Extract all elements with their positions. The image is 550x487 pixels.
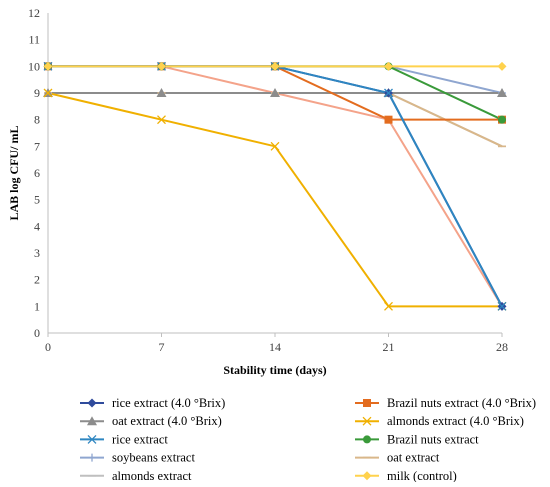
series-9-point: [157, 61, 166, 71]
y-tick-label: 10: [28, 59, 40, 73]
y-tick-label: 12: [28, 6, 40, 20]
y-tick-label: 4: [34, 219, 40, 233]
legend-swatch-marker: [362, 471, 372, 481]
legend-entry: oat extract (4.0 °Brix): [80, 414, 222, 428]
y-tick-label: 7: [34, 139, 40, 153]
series-lines: [47, 65, 503, 308]
x-tick-label: 14: [269, 340, 281, 354]
legend-swatch-marker: [87, 398, 97, 408]
legend-label: almonds extract: [112, 469, 192, 482]
series-9-point: [384, 61, 393, 71]
series-2-point: [270, 88, 280, 97]
legend-label: rice extract (4.0 °Brix): [112, 396, 225, 410]
series-3-point: [270, 141, 280, 151]
series-3-point: [43, 88, 53, 98]
series-9-point: [270, 61, 280, 71]
series-line-0: [48, 65, 503, 307]
series-1-point: [384, 115, 393, 124]
y-tick-label: 8: [34, 113, 40, 127]
legend-label: rice extract: [112, 432, 168, 446]
legend-swatch-marker: [87, 434, 97, 444]
legend-label: almonds extract (4.0 °Brix): [387, 414, 524, 428]
series-3-point: [384, 301, 393, 311]
legend-label: oat extract: [387, 451, 440, 465]
legend-entry: almonds extract: [80, 469, 192, 483]
series-line-3: [47, 92, 502, 308]
y-tick-label: 5: [34, 193, 40, 207]
legend-entry: milk (control): [355, 469, 457, 483]
legend-entry: soybeans extract: [80, 451, 195, 465]
legend-label: soybeans extract: [112, 451, 195, 465]
series-5-point: [498, 115, 506, 124]
series-9-point: [43, 61, 53, 71]
y-tick-label: 1: [34, 299, 40, 313]
x-tick-label: 0: [45, 340, 51, 354]
legend-label: Brazil nuts extract (4.0 °Brix): [387, 396, 536, 410]
legend-label: Brazil nuts extract: [387, 432, 479, 446]
y-tick-label: 0: [34, 326, 40, 340]
series-line-10: [48, 65, 503, 307]
legend-swatch-marker: [362, 416, 372, 426]
legend-entry: oat extract: [355, 451, 440, 465]
y-tick-label: 9: [34, 86, 40, 100]
series-4-point: [384, 88, 393, 98]
legend-entry: rice extract (4.0 °Brix): [80, 396, 225, 410]
series-line-4: [48, 65, 503, 307]
legend-swatch-marker: [363, 435, 371, 444]
y-tick-label: 3: [34, 246, 40, 260]
legend-label: oat extract (4.0 °Brix): [112, 414, 222, 428]
legend-entry: rice extract: [80, 432, 168, 446]
y-tick-label: 11: [28, 33, 40, 47]
legend: rice extract (4.0 °Brix) Brazil nuts extr…: [80, 396, 536, 483]
legend-entry: Brazil nuts extract: [355, 432, 479, 446]
legend-entry: almonds extract (4.0 °Brix): [355, 414, 524, 428]
series-3-point: [157, 115, 166, 125]
series-2-point: [156, 88, 167, 97]
x-tick-label: 7: [159, 340, 165, 354]
y-tick-label: 6: [34, 166, 40, 180]
series-9-point: [497, 61, 507, 71]
y-axis-title: LAB log CFU/ mL: [7, 125, 21, 220]
x-axis-title: Stability time (days): [223, 363, 326, 377]
series-markers: [43, 61, 507, 311]
legend-swatch-marker: [87, 416, 97, 426]
y-tick-label: 2: [34, 273, 40, 287]
legend-swatch-marker: [88, 453, 96, 462]
legend-entry: Brazil nuts extract (4.0 °Brix): [355, 396, 536, 410]
x-tick-label: 21: [383, 340, 395, 354]
x-tick-label: 28: [496, 340, 508, 354]
series-4-point: [497, 301, 507, 311]
legend-swatch-marker: [363, 399, 371, 407]
series-2-point: [497, 88, 507, 97]
legend-label: milk (control): [387, 469, 457, 482]
axes: [47, 13, 502, 334]
